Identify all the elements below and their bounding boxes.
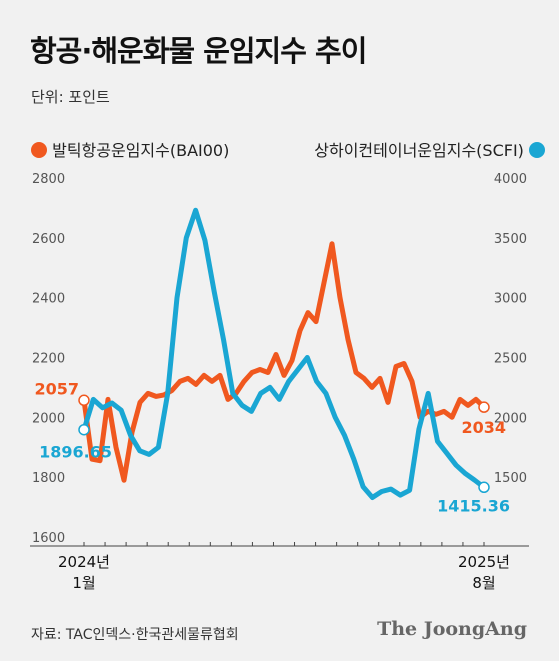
y-right-tick-label: 2500 bbox=[494, 352, 527, 367]
y-right-tick-label: 4000 bbox=[494, 172, 527, 187]
legend-item-bai: 발틱항공운임지수(BAI00) bbox=[31, 137, 229, 161]
brand-logo: The JoongAng bbox=[377, 618, 527, 640]
y-left-tick-label: 2600 bbox=[32, 232, 65, 247]
y-left-tick-label: 2200 bbox=[32, 352, 65, 367]
line-chart: 2800 2600 2400 2200 2000 1800 1600 4000 3500 3000… bbox=[30, 172, 529, 592]
data-label-end-bai: 2034 bbox=[461, 418, 506, 437]
y-right-tick-label: 1500 bbox=[494, 471, 527, 486]
series-start-marker bbox=[78, 423, 90, 436]
series-end-marker bbox=[478, 401, 490, 413]
y-right-tick-label: 3000 bbox=[494, 292, 527, 307]
legend-dot-icon bbox=[529, 142, 545, 158]
y-left-tick-label: 2800 bbox=[32, 172, 65, 187]
data-label-end-scfi: 1415.36 bbox=[437, 496, 510, 515]
unit-label: 단위: 포인트 bbox=[31, 88, 110, 106]
chart-title: 항공·해운화물 운임지수 추이 bbox=[30, 34, 367, 68]
y-left-tick-label: 1800 bbox=[32, 471, 65, 486]
x-tick-label: 8월 bbox=[472, 574, 495, 592]
x-tick-label: 1월 bbox=[72, 574, 95, 592]
y-left-tick-label: 2400 bbox=[32, 292, 65, 307]
legend-label-scfi: 상하이컨테이너운임지수(SCFI) bbox=[314, 141, 524, 160]
y-right-tick-label: 2000 bbox=[494, 411, 527, 426]
legend-item-scfi: 상하이컨테이너운임지수(SCFI) bbox=[314, 137, 545, 161]
data-label-start-bai: 2057 bbox=[34, 379, 79, 398]
legend-dot-icon bbox=[31, 142, 47, 158]
legend-label-bai: 발틱항공운임지수(BAI00) bbox=[52, 141, 230, 160]
series-line-bai bbox=[81, 241, 487, 483]
y-left-tick-label: 2000 bbox=[32, 411, 65, 426]
series-line-scfi bbox=[81, 207, 487, 500]
y-right-tick-label: 3500 bbox=[494, 232, 527, 247]
data-label-start-scfi: 1896.65 bbox=[39, 443, 112, 462]
source-note: 자료: TAC인덱스·한국관세물류협회 bbox=[31, 627, 239, 643]
x-tick-label: 2024년 bbox=[58, 553, 110, 571]
y-left-tick-label: 1600 bbox=[32, 531, 65, 546]
series-end-marker bbox=[478, 481, 490, 494]
series-start-marker bbox=[78, 394, 90, 407]
x-tick-label: 2025년 bbox=[458, 553, 510, 571]
